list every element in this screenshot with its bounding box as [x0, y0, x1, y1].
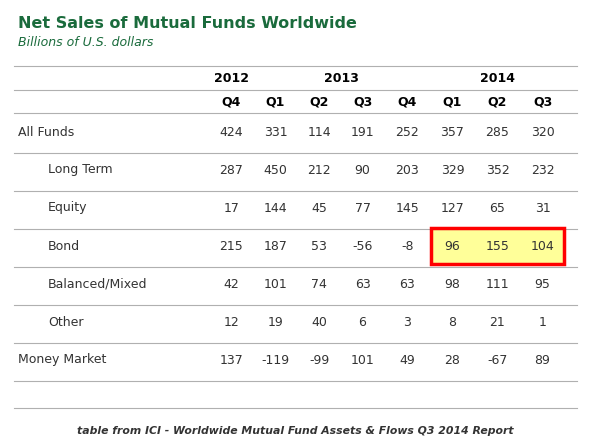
- Text: 53: 53: [311, 240, 327, 252]
- Text: All Funds: All Funds: [18, 125, 74, 139]
- Text: 12: 12: [223, 315, 239, 329]
- Bar: [431, 228, 564, 264]
- Text: 89: 89: [535, 354, 550, 367]
- Text: Q1: Q1: [443, 95, 462, 108]
- Text: Q2: Q2: [488, 95, 507, 108]
- Text: 101: 101: [350, 354, 374, 367]
- Text: 252: 252: [395, 125, 420, 139]
- Text: 191: 191: [350, 125, 374, 139]
- Text: 352: 352: [486, 164, 509, 177]
- Text: Long Term: Long Term: [48, 164, 113, 177]
- Text: table from ICI - Worldwide Mutual Fund Assets & Flows Q3 2014 Report: table from ICI - Worldwide Mutual Fund A…: [77, 426, 514, 436]
- Bar: [431, 228, 564, 264]
- Text: 19: 19: [268, 315, 283, 329]
- Text: 137: 137: [220, 354, 243, 367]
- Text: 6: 6: [359, 315, 366, 329]
- Text: Q4: Q4: [398, 95, 417, 108]
- Text: 17: 17: [223, 202, 239, 215]
- Text: Q3: Q3: [353, 95, 372, 108]
- Text: 90: 90: [355, 164, 371, 177]
- Text: Bond: Bond: [48, 240, 80, 252]
- Text: 424: 424: [220, 125, 243, 139]
- Text: 49: 49: [400, 354, 415, 367]
- Text: 127: 127: [441, 202, 465, 215]
- Text: 28: 28: [444, 354, 460, 367]
- Text: Billions of U.S. dollars: Billions of U.S. dollars: [18, 36, 154, 49]
- Text: 63: 63: [355, 277, 371, 290]
- Text: -8: -8: [401, 240, 414, 252]
- Text: -67: -67: [488, 354, 508, 367]
- Text: 212: 212: [307, 164, 331, 177]
- Text: Q4: Q4: [222, 95, 241, 108]
- Text: 104: 104: [531, 240, 554, 252]
- Text: Balanced/Mixed: Balanced/Mixed: [48, 277, 148, 290]
- Text: 40: 40: [311, 315, 327, 329]
- Text: 331: 331: [264, 125, 287, 139]
- Text: Net Sales of Mutual Funds Worldwide: Net Sales of Mutual Funds Worldwide: [18, 16, 357, 31]
- Text: 31: 31: [535, 202, 550, 215]
- Text: 42: 42: [223, 277, 239, 290]
- Text: 1: 1: [538, 315, 547, 329]
- Text: 2014: 2014: [480, 73, 515, 86]
- Text: Q1: Q1: [266, 95, 285, 108]
- Text: 98: 98: [444, 277, 460, 290]
- Text: -56: -56: [352, 240, 373, 252]
- Text: 2013: 2013: [324, 73, 359, 86]
- Text: 95: 95: [535, 277, 550, 290]
- Text: 450: 450: [264, 164, 287, 177]
- Text: 111: 111: [486, 277, 509, 290]
- Text: 215: 215: [220, 240, 243, 252]
- Text: 21: 21: [489, 315, 505, 329]
- Text: 145: 145: [395, 202, 420, 215]
- Text: 3: 3: [404, 315, 411, 329]
- Text: Equity: Equity: [48, 202, 87, 215]
- Text: 320: 320: [531, 125, 554, 139]
- Text: Q3: Q3: [533, 95, 552, 108]
- Text: -99: -99: [309, 354, 329, 367]
- Text: -119: -119: [261, 354, 290, 367]
- Text: 77: 77: [355, 202, 371, 215]
- Text: 74: 74: [311, 277, 327, 290]
- Text: 63: 63: [400, 277, 415, 290]
- Text: 329: 329: [441, 164, 465, 177]
- Text: Money Market: Money Market: [18, 354, 106, 367]
- Text: 285: 285: [486, 125, 509, 139]
- Text: 187: 187: [264, 240, 287, 252]
- Text: Q2: Q2: [309, 95, 329, 108]
- Text: 287: 287: [220, 164, 243, 177]
- Text: 96: 96: [444, 240, 460, 252]
- Text: 8: 8: [449, 315, 456, 329]
- Text: Other: Other: [48, 315, 83, 329]
- Text: 357: 357: [440, 125, 465, 139]
- Text: 155: 155: [486, 240, 509, 252]
- Text: 2012: 2012: [214, 73, 249, 86]
- Text: 144: 144: [264, 202, 287, 215]
- Text: 101: 101: [264, 277, 287, 290]
- Text: 114: 114: [307, 125, 331, 139]
- Text: 232: 232: [531, 164, 554, 177]
- Text: 65: 65: [489, 202, 505, 215]
- Text: 45: 45: [311, 202, 327, 215]
- Text: 203: 203: [395, 164, 420, 177]
